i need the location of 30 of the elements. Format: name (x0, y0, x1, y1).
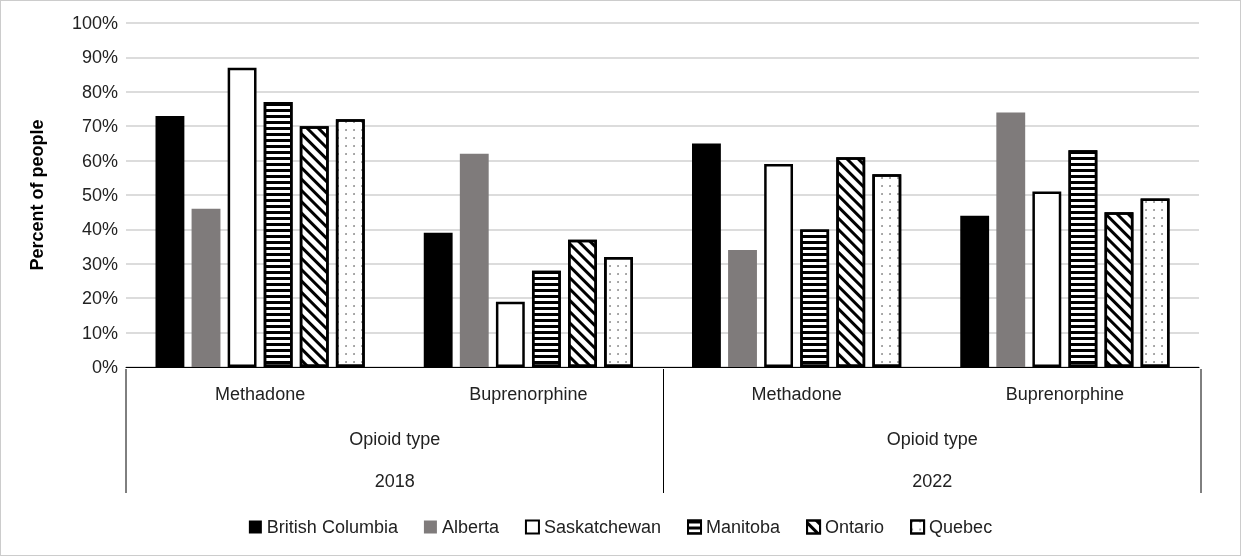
legend-label: Manitoba (706, 517, 782, 537)
y-tick-label: 50% (81, 185, 118, 205)
x-axis-title: Opioid type (349, 429, 441, 449)
text: Opioid type (886, 429, 978, 449)
x-tick-label: Methadone (215, 384, 306, 404)
bar (996, 112, 1026, 367)
x-tick-label: Buprenorphine (469, 384, 588, 404)
x-tick-label: Buprenorphine (1005, 384, 1124, 404)
legend-label: Ontario (825, 517, 885, 537)
y-tick-label: 0% (91, 357, 118, 377)
text: 2022 (912, 471, 953, 491)
y-tick-label: 60% (81, 150, 118, 171)
legend-label: Quebec (929, 517, 993, 537)
y-tick-label: 90% (81, 47, 118, 68)
legend-label: Alberta (441, 517, 500, 537)
bar (191, 208, 221, 367)
text: 2018 (374, 471, 415, 491)
y-tick-label: 30% (81, 253, 118, 274)
bar (728, 250, 757, 367)
y-tick-label: 20% (81, 288, 118, 309)
y-tick-label: 10% (81, 322, 118, 343)
legend-label: Saskatchewan (543, 517, 662, 537)
bar (459, 153, 489, 367)
y-axis-title: Percent of people (27, 119, 47, 271)
x-tick-label: Methadone (751, 384, 842, 404)
y-tick-label: 70% (81, 116, 118, 137)
legend-label: British Columbia (266, 517, 399, 537)
y-tick-label: 100% (71, 13, 118, 33)
y-tick-label: 40% (81, 219, 118, 240)
y-tick-label: 80% (81, 81, 118, 102)
